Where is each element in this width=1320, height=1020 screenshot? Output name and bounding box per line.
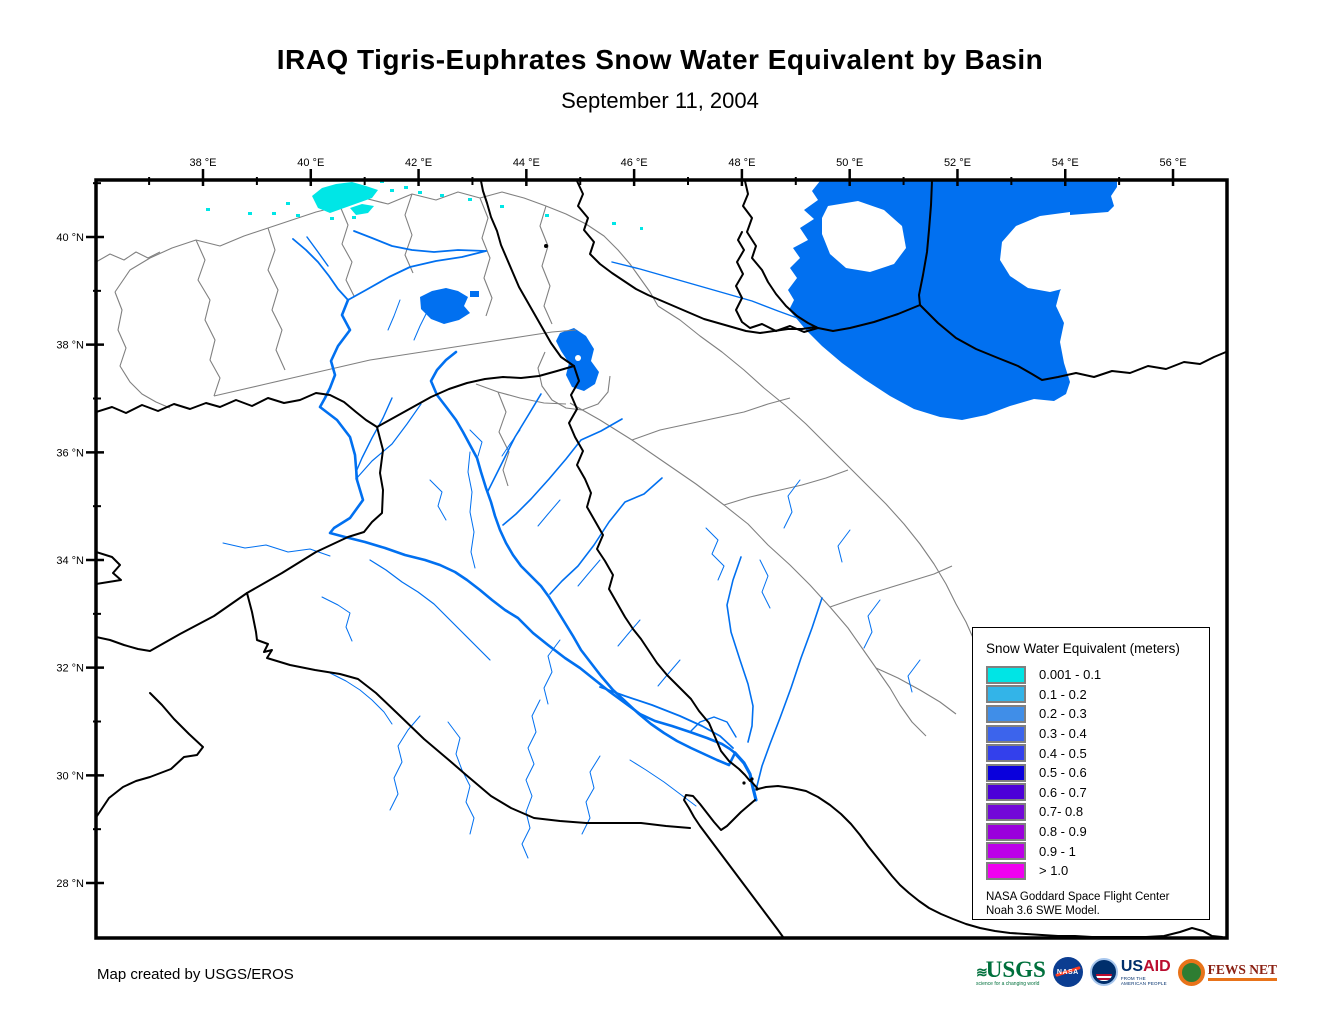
legend-label: 0.3 - 0.4 <box>1039 726 1087 742</box>
legend-note-line2: Noah 3.6 SWE Model. <box>986 905 1100 918</box>
country-borders <box>96 180 1227 938</box>
nasa-logo: NASA <box>1052 957 1083 987</box>
shatt-al-arab <box>733 751 758 802</box>
lon-label: 42 °E <box>405 157 432 169</box>
legend-row: 0.5 - 0.6 <box>986 763 1201 783</box>
caspian-bay <box>822 201 906 272</box>
lat-label: 34 °N <box>56 555 84 567</box>
lon-label: 52 °E <box>944 157 971 169</box>
usaid-tagline: FROM THE AMERICAN PEOPLE <box>1120 975 1167 986</box>
lat-label: 40 °N <box>56 232 84 244</box>
lon-label: 44 °E <box>513 157 540 169</box>
legend-label: 0.001 - 0.1 <box>1039 667 1102 683</box>
legend-label: 0.7- 0.8 <box>1039 804 1084 820</box>
legend-swatch <box>986 842 1026 861</box>
snow-patches <box>206 180 643 230</box>
legend-label: 0.1 - 0.2 <box>1039 686 1087 702</box>
lon-label: 38 °E <box>189 157 216 169</box>
absheron-notch <box>1000 212 1070 292</box>
legend-swatch <box>986 763 1026 782</box>
euphrates-river <box>318 298 737 755</box>
legend-items: 0.001 - 0.1 0.1 - 0.2 0.2 - 0.3 0.3 - 0.4 0.… <box>986 665 1201 881</box>
usgs-tagline: science for a changing world <box>976 980 1040 987</box>
fewsnet-logo: FEWS NET <box>1177 958 1278 986</box>
usaid-logo-text: USAID <box>1120 957 1171 975</box>
lake-ercek <box>470 291 479 297</box>
fewsnet-logo-text: FEWS NET <box>1207 961 1278 977</box>
legend-row: > 1.0 <box>986 861 1201 881</box>
agency-logos: ≋USGS science for a changing world NASA … <box>976 950 1278 994</box>
legend-row: 0.7- 0.8 <box>986 802 1201 822</box>
lat-label: 36 °N <box>56 447 84 459</box>
legend-swatch <box>986 802 1026 821</box>
legend-row: 0.9 - 1 <box>986 841 1201 861</box>
lat-label: 32 °N <box>56 663 84 675</box>
usaid-logo: USAID FROM THE AMERICAN PEOPLE <box>1089 957 1171 986</box>
lon-label: 40 °E <box>297 157 324 169</box>
tigris-river <box>429 350 737 767</box>
legend-swatch <box>986 783 1026 802</box>
legend-swatch <box>986 861 1026 880</box>
legend-label: > 1.0 <box>1039 863 1069 879</box>
legend-label: 0.9 - 1 <box>1039 843 1076 859</box>
legend-row: 0.2 - 0.3 <box>986 704 1201 724</box>
fewsnet-globe-icon <box>1177 958 1205 986</box>
rivers <box>222 230 921 859</box>
lon-label: 48 °E <box>728 157 755 169</box>
legend-swatch <box>986 665 1026 684</box>
legend-row: 0.8 - 0.9 <box>986 822 1201 842</box>
legend-swatch <box>986 822 1026 841</box>
legend-swatch <box>986 704 1026 723</box>
legend: Snow Water Equivalent (meters) 0.001 - 0… <box>972 627 1210 920</box>
lon-label: 46 °E <box>621 157 648 169</box>
legend-row: 0.4 - 0.5 <box>986 743 1201 763</box>
usgs-logo-text: USGS <box>985 956 1046 982</box>
lake-van <box>420 288 470 324</box>
urmia-island <box>575 355 581 361</box>
legend-row: 0.3 - 0.4 <box>986 724 1201 744</box>
legend-note-line1: NASA Goddard Space Flight Center <box>986 890 1170 903</box>
basin-boundaries <box>96 191 975 737</box>
page-title: IRAQ Tigris-Euphrates Snow Water Equival… <box>276 44 1044 75</box>
usaid-seal-icon <box>1089 958 1118 986</box>
page-subtitle: September 11, 2004 <box>561 88 759 113</box>
lon-label: 54 °E <box>1052 157 1079 169</box>
gulf-coast-west <box>683 794 784 938</box>
legend-swatch <box>986 724 1026 743</box>
iraq-iran-border <box>568 365 751 782</box>
legend-row: 0.001 - 0.1 <box>986 665 1201 685</box>
lat-label: 30 °N <box>56 770 84 782</box>
legend-swatch <box>986 744 1026 763</box>
fewsnet-tagline-bar <box>1207 978 1278 982</box>
lat-label: 28 °N <box>56 878 84 890</box>
axis-layer: 38 °E 40 °E 42 °E 44 °E 46 °E 48 °E 50 °E 52 °E… <box>56 157 1186 890</box>
legend-label: 0.6 - 0.7 <box>1039 784 1087 800</box>
nasa-logo-text: NASA <box>1056 968 1079 976</box>
legend-label: 0.4 - 0.5 <box>1039 745 1087 761</box>
legend-title: Snow Water Equivalent (meters) <box>986 641 1180 656</box>
legend-label: 0.2 - 0.3 <box>1039 706 1087 722</box>
legend-row: 0.1 - 0.2 <box>986 685 1201 705</box>
legend-label: 0.5 - 0.6 <box>1039 765 1087 781</box>
map-credit: Map created by USGS/EROS <box>97 966 294 983</box>
legend-note: NASA Goddard Space Flight Center Noah 3.… <box>986 890 1201 920</box>
lat-label: 38 °N <box>56 340 84 352</box>
legend-label: 0.8 - 0.9 <box>1039 824 1087 840</box>
lon-label: 50 °E <box>836 157 863 169</box>
legend-row: 0.6 - 0.7 <box>986 783 1201 803</box>
usgs-wave-icon: ≋ <box>976 963 988 980</box>
usgs-logo: ≋USGS science for a changing world <box>976 958 1046 987</box>
lon-label: 56 °E <box>1160 157 1187 169</box>
legend-swatch <box>986 685 1026 704</box>
